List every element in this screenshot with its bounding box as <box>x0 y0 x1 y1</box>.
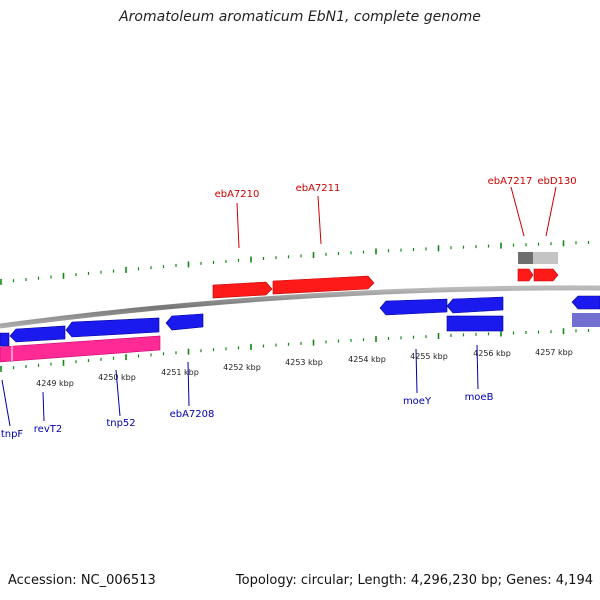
kbp-label-4255: 4255 kbp <box>410 352 448 361</box>
label-ebA7217: ebA7217 <box>488 176 533 187</box>
gene-moeB[interactable] <box>446 315 504 332</box>
label-ebA7211: ebA7211 <box>296 183 341 194</box>
pseudo-gene-right-edge[interactable] <box>572 313 600 327</box>
kbp-label-4253: 4253 kbp <box>285 358 323 367</box>
accession-text: Accession: NC_006513 <box>8 573 156 588</box>
label-ebA7208: ebA7208 <box>170 409 215 420</box>
forward-strand-ticks <box>0 240 590 285</box>
label-leaders <box>1 186 557 427</box>
label-tnpF: tnpF <box>1 429 24 440</box>
gene-ebA7208[interactable] <box>165 313 204 331</box>
kbp-label-4250: 4250 kbp <box>98 373 136 382</box>
map-title: Aromatoleum aromaticum EbN1, complete ge… <box>119 9 481 25</box>
label-ebA7210: ebA7210 <box>215 189 260 200</box>
label-revT2: revT2 <box>34 424 62 435</box>
feature-grey-dark[interactable] <box>518 252 533 264</box>
kbp-label-4249: 4249 kbp <box>36 379 74 388</box>
kbp-label-4254: 4254 kbp <box>348 355 386 364</box>
gene-tnpF-block[interactable] <box>0 332 10 347</box>
feature-grey-light[interactable] <box>533 252 558 264</box>
gene-revT2-block[interactable] <box>9 325 66 343</box>
gene-right-edge[interactable] <box>571 295 600 310</box>
kbp-label-4251: 4251 kbp <box>161 368 199 377</box>
gene-ebA7210[interactable] <box>212 281 273 299</box>
gene-tnp52-block[interactable] <box>65 317 160 338</box>
reverse-strand-ticks <box>0 328 590 372</box>
kbp-label-4256: 4256 kbp <box>473 349 511 358</box>
label-moeY: moeY <box>403 396 432 407</box>
gene-ebA7211[interactable] <box>272 275 375 295</box>
gene-ebD130[interactable] <box>533 268 559 282</box>
gene-ebA7217[interactable] <box>517 268 534 282</box>
kbp-label-4252: 4252 kbp <box>223 363 261 372</box>
gene-moeB-upper[interactable] <box>446 296 504 314</box>
genome-summary-text: Topology: circular; Length: 4,296,230 bp… <box>235 573 593 588</box>
label-tnp52: tnp52 <box>106 418 135 429</box>
rna-element[interactable] <box>0 335 161 363</box>
label-ebD130: ebD130 <box>537 176 576 187</box>
label-moeB: moeB <box>465 392 494 403</box>
kbp-label-4257: 4257 kbp <box>535 348 573 357</box>
genome-backbone <box>0 285 600 329</box>
gene-moeY[interactable] <box>379 298 448 316</box>
